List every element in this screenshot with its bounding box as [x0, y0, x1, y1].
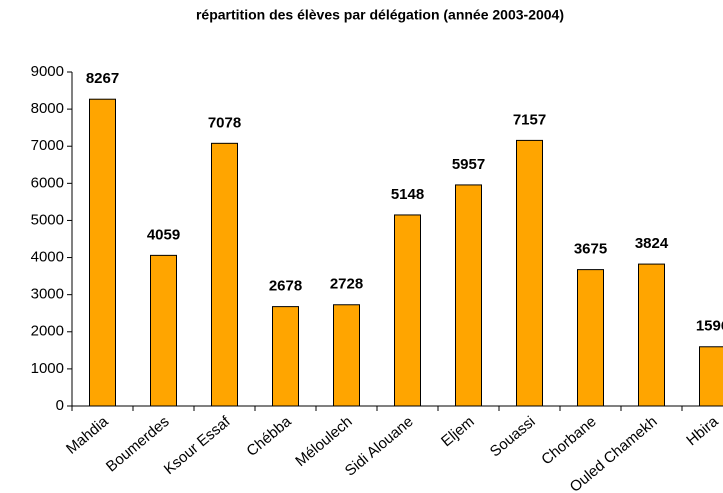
bar — [516, 139, 543, 407]
bar — [699, 346, 723, 407]
value-label: 8267 — [86, 70, 119, 87]
y-tick-label: 2000 — [31, 323, 64, 340]
value-label: 2728 — [330, 276, 363, 293]
value-label: 1596 — [696, 318, 723, 335]
value-label: 7078 — [208, 114, 241, 131]
x-tick-label: Souassi — [487, 413, 539, 460]
x-tick-label: Mahdia — [63, 413, 112, 458]
x-tick-label: Hbira — [683, 413, 722, 449]
value-label: 7157 — [513, 111, 546, 128]
bar — [89, 98, 116, 407]
chart-title: répartition des élèves par délégation (a… — [196, 7, 564, 23]
bar — [150, 254, 177, 407]
x-tick-label: Chorbane — [538, 413, 599, 468]
y-tick-label: 1000 — [31, 360, 64, 377]
value-label: 5148 — [391, 186, 424, 203]
bar — [333, 304, 360, 407]
value-label: 3824 — [635, 235, 669, 252]
bar — [394, 214, 421, 407]
x-tick-label: Chébba — [243, 413, 295, 460]
bar — [211, 142, 238, 407]
y-tick-label: 6000 — [31, 174, 64, 191]
bar — [638, 263, 665, 407]
y-tick-label: 3000 — [31, 286, 64, 303]
bar — [272, 306, 299, 407]
x-tick-label: Ksour Essaf — [161, 413, 235, 479]
bar — [577, 269, 604, 407]
x-tick-label: Eljem — [438, 413, 478, 450]
y-tick-label: 8000 — [31, 100, 64, 117]
y-tick-label: 0 — [56, 397, 64, 414]
value-label: 4059 — [147, 226, 180, 243]
value-label: 3675 — [574, 241, 607, 258]
value-label: 5957 — [452, 156, 485, 173]
y-tick-label: 7000 — [31, 137, 64, 154]
x-tick-label: Méloulech — [292, 413, 355, 470]
y-tick-label: 9000 — [31, 63, 64, 80]
y-tick-label: 4000 — [31, 249, 64, 266]
value-label: 2678 — [269, 278, 302, 295]
y-tick-label: 5000 — [31, 211, 64, 228]
bar — [455, 184, 482, 407]
